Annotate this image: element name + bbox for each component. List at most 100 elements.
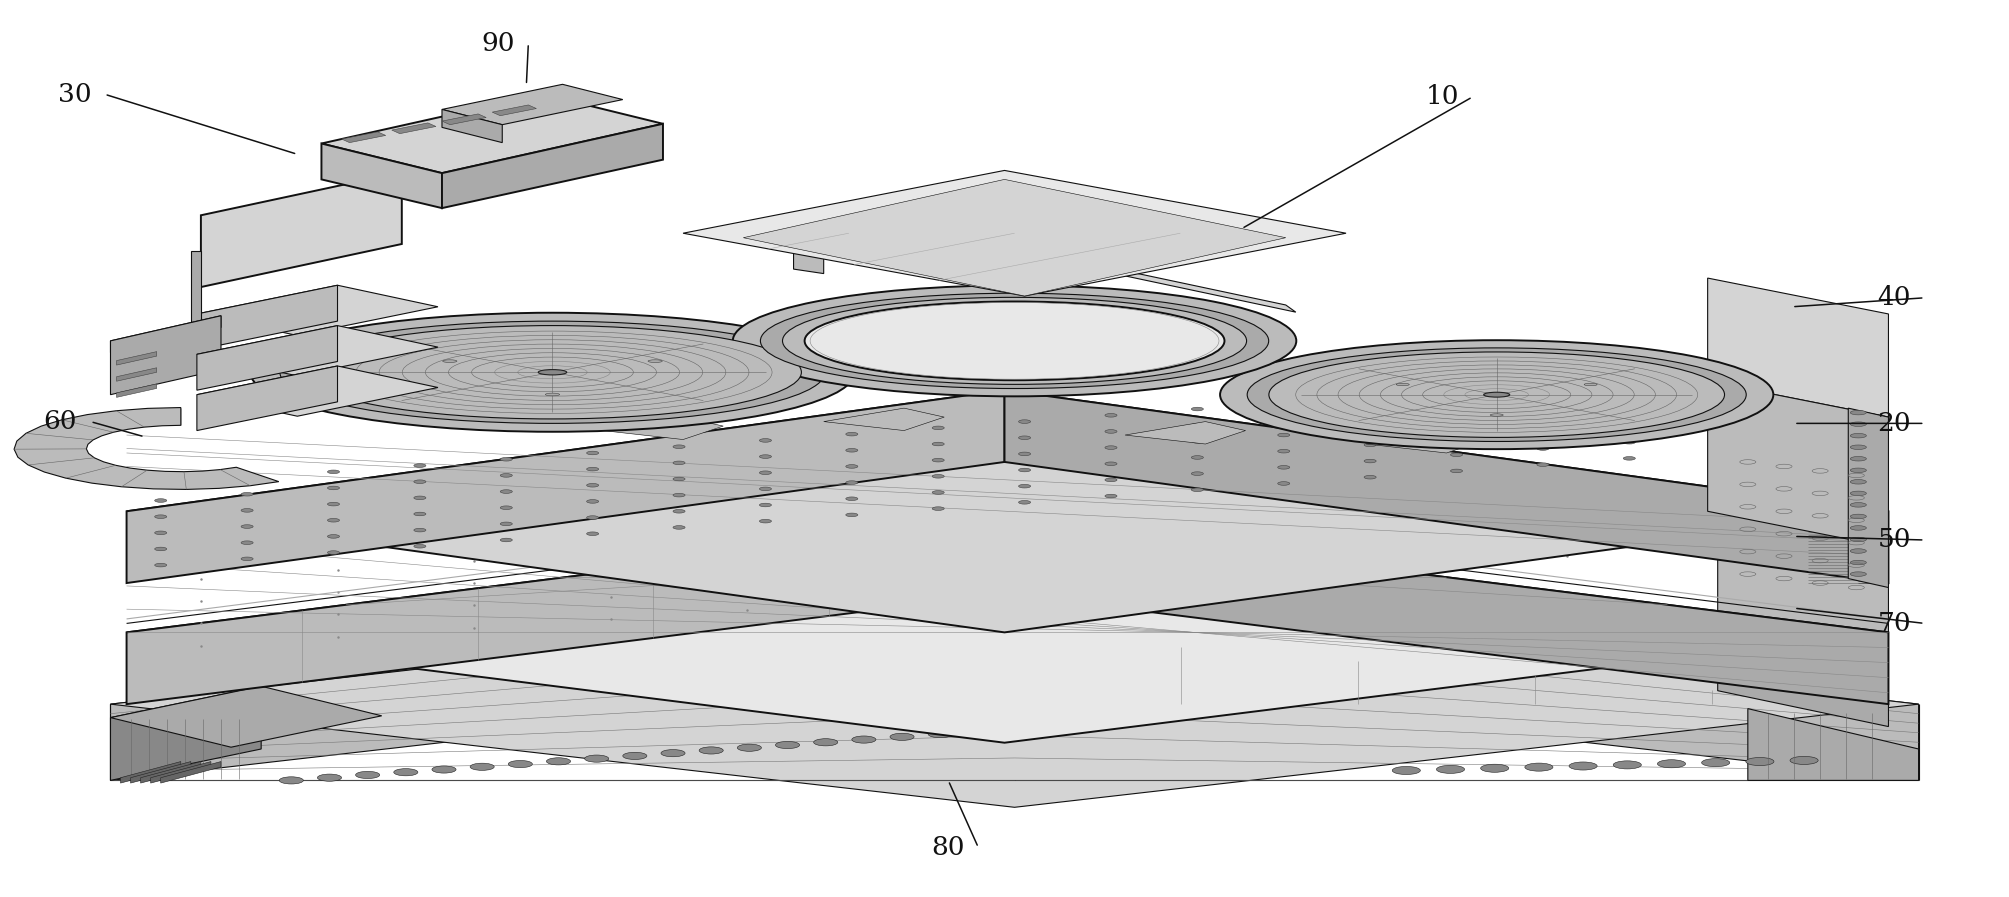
Ellipse shape (414, 544, 426, 548)
Ellipse shape (623, 753, 647, 760)
Ellipse shape (932, 507, 944, 510)
Ellipse shape (1105, 478, 1117, 482)
Ellipse shape (1710, 418, 1722, 422)
Ellipse shape (1850, 492, 1866, 495)
Polygon shape (1004, 390, 1888, 583)
Polygon shape (321, 144, 442, 208)
Ellipse shape (1364, 443, 1376, 447)
Ellipse shape (1450, 469, 1463, 473)
Ellipse shape (1105, 462, 1117, 466)
Polygon shape (127, 390, 1888, 632)
Ellipse shape (155, 563, 167, 567)
Ellipse shape (1623, 457, 1635, 460)
Polygon shape (127, 390, 1004, 583)
Ellipse shape (241, 557, 253, 561)
Ellipse shape (1191, 407, 1203, 411)
Ellipse shape (1746, 757, 1774, 765)
Ellipse shape (1019, 436, 1031, 440)
Polygon shape (342, 132, 386, 143)
Ellipse shape (1019, 484, 1031, 488)
Ellipse shape (661, 750, 685, 757)
Polygon shape (110, 601, 1919, 780)
Text: 90: 90 (482, 30, 514, 56)
Ellipse shape (1850, 468, 1866, 473)
Polygon shape (127, 522, 1004, 704)
Ellipse shape (846, 497, 858, 501)
Ellipse shape (538, 370, 567, 375)
Ellipse shape (759, 455, 771, 458)
Ellipse shape (1796, 428, 1808, 431)
Polygon shape (442, 124, 663, 208)
Ellipse shape (1623, 424, 1635, 428)
Ellipse shape (928, 730, 952, 737)
Ellipse shape (759, 471, 771, 475)
Polygon shape (197, 326, 338, 390)
Ellipse shape (846, 465, 858, 468)
Ellipse shape (932, 458, 944, 462)
Ellipse shape (508, 761, 532, 768)
Polygon shape (442, 109, 502, 143)
Polygon shape (197, 285, 438, 335)
Ellipse shape (1850, 480, 1866, 484)
Ellipse shape (1525, 763, 1553, 771)
Text: 50: 50 (1878, 527, 1911, 553)
Text: 80: 80 (932, 835, 964, 860)
Ellipse shape (241, 492, 253, 496)
Ellipse shape (846, 513, 858, 517)
Ellipse shape (1850, 445, 1866, 449)
Polygon shape (110, 316, 221, 395)
Ellipse shape (1850, 502, 1866, 507)
Ellipse shape (1585, 383, 1597, 386)
Ellipse shape (1537, 463, 1549, 466)
Ellipse shape (759, 503, 771, 507)
Ellipse shape (1364, 395, 1376, 398)
Polygon shape (683, 170, 1346, 296)
Ellipse shape (1491, 414, 1503, 416)
Ellipse shape (804, 301, 1223, 380)
Ellipse shape (1019, 468, 1031, 472)
Ellipse shape (587, 532, 599, 536)
Ellipse shape (1450, 405, 1463, 408)
Ellipse shape (442, 360, 456, 362)
Polygon shape (321, 94, 663, 173)
Ellipse shape (846, 432, 858, 436)
Ellipse shape (1248, 348, 1746, 441)
Polygon shape (197, 326, 438, 376)
Ellipse shape (1702, 759, 1730, 767)
Ellipse shape (1278, 433, 1290, 437)
Ellipse shape (1796, 412, 1808, 415)
Ellipse shape (775, 742, 800, 749)
Ellipse shape (356, 771, 380, 779)
Ellipse shape (1850, 457, 1866, 461)
Ellipse shape (327, 551, 340, 554)
Polygon shape (110, 316, 221, 353)
Ellipse shape (470, 763, 494, 771)
Ellipse shape (155, 547, 167, 551)
Ellipse shape (1105, 446, 1117, 449)
Ellipse shape (500, 490, 512, 493)
Ellipse shape (1191, 488, 1203, 492)
Ellipse shape (1270, 352, 1724, 438)
Polygon shape (117, 352, 157, 365)
Ellipse shape (759, 293, 1270, 388)
Ellipse shape (1392, 766, 1420, 774)
Ellipse shape (759, 519, 771, 523)
Ellipse shape (1450, 421, 1463, 424)
Ellipse shape (852, 736, 876, 743)
Ellipse shape (155, 483, 167, 486)
Ellipse shape (759, 439, 771, 442)
Polygon shape (117, 384, 157, 397)
Ellipse shape (1481, 764, 1509, 772)
Polygon shape (127, 522, 1888, 743)
Ellipse shape (414, 512, 426, 516)
Ellipse shape (587, 516, 599, 519)
Polygon shape (1004, 522, 1888, 704)
Polygon shape (161, 762, 221, 783)
Polygon shape (141, 762, 201, 783)
Ellipse shape (1278, 449, 1290, 453)
Ellipse shape (1850, 561, 1866, 565)
Ellipse shape (414, 496, 426, 500)
Ellipse shape (846, 448, 858, 452)
Ellipse shape (1364, 427, 1376, 431)
Ellipse shape (1790, 756, 1818, 764)
